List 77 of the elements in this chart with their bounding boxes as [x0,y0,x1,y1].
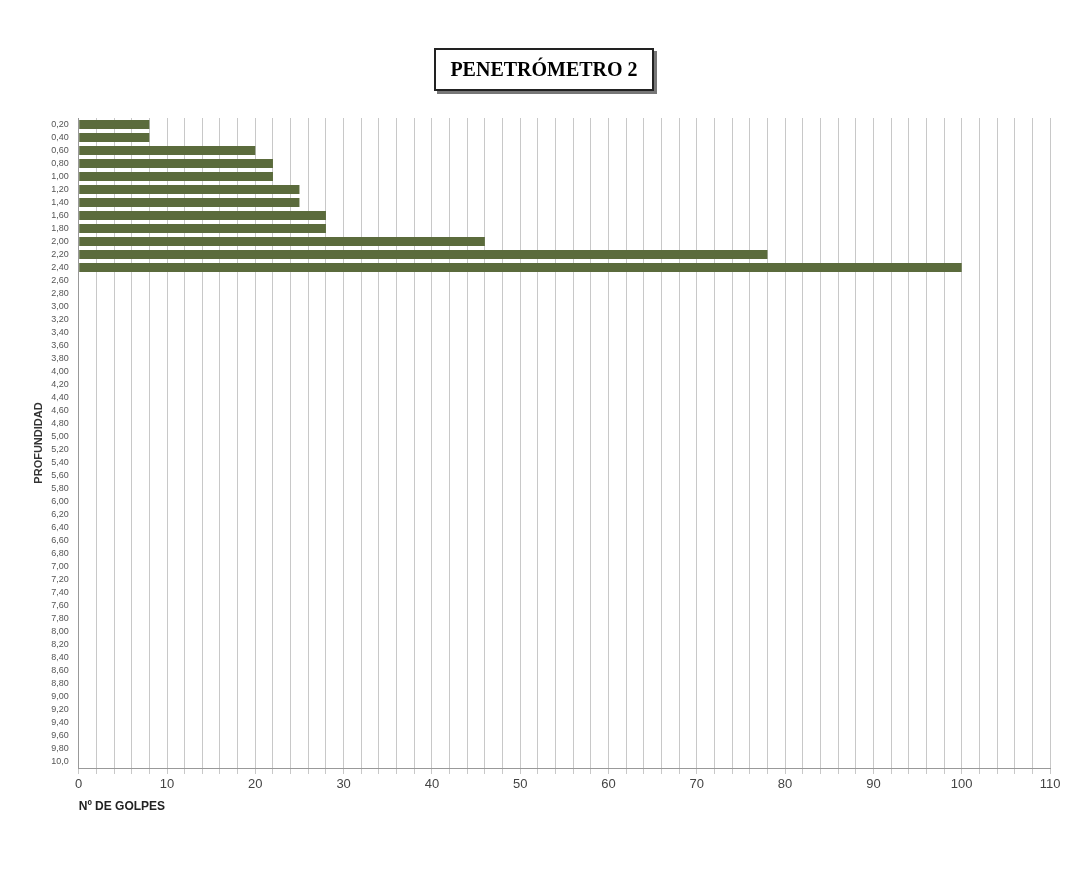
y-tick-label: 5,80 [51,482,69,493]
y-tick-label: 2,80 [51,287,69,298]
y-tick-label: 7,60 [51,599,69,610]
bar [79,197,300,208]
y-axis-title: PROFUNDIDAD [31,402,44,484]
y-tick-label: 1,00 [51,170,69,181]
y-tick-label: 9,80 [51,742,69,753]
y-tick-label: 1,80 [51,222,69,233]
y-tick-label: 0,20 [51,118,69,129]
x-tick-label: 90 [866,776,881,792]
y-tick-label: 8,00 [51,625,69,636]
y-tick-label: 3,40 [51,326,69,337]
y-tick-label: 3,20 [51,313,69,324]
y-tick-label: 4,20 [51,378,69,389]
y-tick-label: 10,0 [51,755,69,766]
bar [79,262,962,273]
y-tick-label: 9,40 [51,716,69,727]
x-tick-label: 0 [75,776,83,792]
y-tick-label: 9,60 [51,729,69,740]
y-tick-label: 5,60 [51,469,69,480]
y-tick-label: 4,40 [51,391,69,402]
bar [79,223,326,234]
y-tick-label: 1,60 [51,209,69,220]
y-tick-label: 8,60 [51,664,69,675]
y-tick-label: 5,00 [51,430,69,441]
y-tick-label: 4,60 [51,404,69,415]
y-tick-label: 4,00 [51,365,69,376]
y-tick-label: 3,60 [51,339,69,350]
y-tick-label: 5,20 [51,443,69,454]
x-tick-label: 30 [336,776,351,792]
y-tick-label: 6,60 [51,534,69,545]
bar [79,132,150,143]
y-tick-label: 2,20 [51,248,69,259]
x-tick-label: 20 [248,776,263,792]
y-tick-label: 2,60 [51,274,69,285]
bar [79,158,273,169]
y-tick-label: 0,40 [51,131,69,142]
x-axis-title: Nº DE GOLPES [78,799,166,814]
y-tick-label: 6,80 [51,547,69,558]
bar [79,249,768,260]
bar [79,145,256,156]
y-tick-label: 7,00 [51,560,69,571]
y-tick-label: 8,40 [51,651,69,662]
bar [79,184,300,195]
y-tick-label: 7,40 [51,586,69,597]
y-tick-label: 8,20 [51,638,69,649]
x-tick-label: 40 [424,776,440,792]
y-tick-label: 0,60 [51,144,69,155]
bar [79,236,485,247]
chart-title: PENETRÓMETRO 2 [434,48,654,91]
x-tick-label: 50 [512,776,528,792]
y-tick-label: 6,20 [51,508,69,519]
y-tick-label: 8,80 [51,677,69,688]
bar [79,210,326,221]
y-tick-label: 6,40 [51,521,69,532]
x-tick-label: 110 [1039,776,1061,792]
x-tick-label: 100 [950,776,973,792]
y-tick-label: 1,20 [51,183,69,194]
x-tick-label: 60 [601,776,616,792]
x-tick-label: 80 [777,776,793,792]
y-tick-label: 5,40 [51,456,69,467]
y-tick-label: 3,00 [51,300,69,311]
y-tick-label: 2,00 [51,235,69,246]
y-tick-label: 0,80 [51,157,69,168]
bar [79,119,150,130]
x-tick-label: 10 [159,776,175,792]
y-tick-label: 9,00 [51,690,69,701]
y-tick-label: 9,20 [51,703,69,714]
y-tick-label: 4,80 [51,417,69,428]
y-tick-label: 7,80 [51,612,69,623]
y-tick-label: 6,00 [51,495,69,506]
y-tick-label: 7,20 [51,573,69,584]
y-tick-label: 2,40 [51,261,69,272]
bar [79,171,273,182]
y-tick-label: 1,40 [51,196,69,207]
y-tick-label: 3,80 [51,352,69,363]
x-tick-label: 70 [689,776,705,792]
